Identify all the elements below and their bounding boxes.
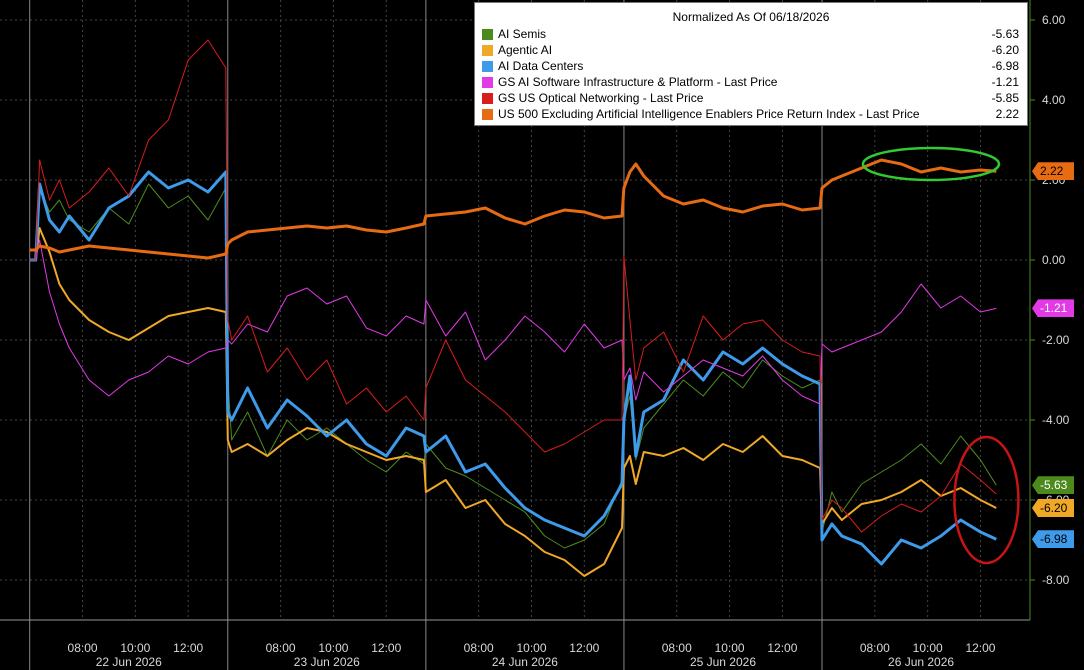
x-tick-label: 12:00: [767, 641, 797, 655]
y-tick-label: 6.00: [1042, 13, 1066, 27]
legend-swatch: [482, 61, 493, 72]
legend-label: GS US Optical Networking - Last Price: [498, 91, 704, 105]
last-value-badge: -1.21: [1032, 299, 1074, 318]
legend-label: GS AI Software Infrastructure & Platform…: [498, 75, 778, 89]
highlight-ellipse-green: [861, 146, 1001, 182]
series-line: [29, 158, 997, 260]
legend-title: Normalized As Of 06/18/2026: [672, 10, 830, 24]
y-tick-label: -8.00: [1042, 573, 1070, 587]
last-value-badge: -6.98: [1032, 530, 1074, 549]
x-tick-label: 08:00: [266, 641, 296, 655]
x-tick-label: 12:00: [173, 641, 203, 655]
x-tick-label: 12:00: [965, 641, 995, 655]
legend-swatch: [482, 29, 493, 40]
x-tick-label: 08:00: [662, 641, 692, 655]
legend-item: AI Data Centers -6.98: [475, 58, 1027, 74]
highlight-ellipse-red: [953, 435, 1020, 565]
legend-swatch: [482, 93, 493, 104]
x-tick-label: 10:00: [715, 641, 745, 655]
legend-swatch: [482, 77, 493, 88]
series-line: [29, 170, 997, 566]
legend-item: GS US Optical Networking - Last Price -5.…: [475, 90, 1027, 106]
legend-label: US 500 Excluding Artificial Intelligence…: [498, 107, 920, 121]
last-value-badge: -6.20: [1032, 499, 1074, 517]
x-tick-label: 10:00: [913, 641, 943, 655]
y-tick-label: 4.00: [1042, 93, 1066, 107]
x-tick-label: 10:00: [318, 641, 348, 655]
day-label: 23 Jun 2026: [294, 655, 360, 669]
series-line: [29, 227, 997, 577]
legend-item: AI Semis -5.63: [475, 26, 1027, 42]
legend-item: GS AI Software Infrastructure & Platform…: [475, 74, 1027, 90]
legend-label: AI Semis: [498, 27, 547, 41]
legend-value: -6.98: [991, 59, 1019, 73]
series-line: [29, 39, 997, 533]
chart-legend: Normalized As Of 06/18/2026 AI Semis -5.6…: [474, 2, 1028, 126]
last-value-badge: 2.22: [1032, 162, 1074, 181]
legend-value: -6.20: [991, 43, 1019, 57]
legend-item: Agentic AI -6.20: [475, 42, 1027, 58]
legend-swatch: [482, 45, 493, 56]
y-tick-label: 0.00: [1042, 253, 1066, 267]
x-tick-label: 12:00: [371, 641, 401, 655]
legend-value: -1.21: [991, 75, 1019, 89]
y-tick-label: -4.00: [1042, 413, 1070, 427]
x-tick-label: 08:00: [68, 641, 98, 655]
day-label: 26 Jun 2026: [888, 655, 954, 669]
day-label: 22 Jun 2026: [96, 655, 162, 669]
legend-value: -5.63: [991, 27, 1019, 41]
legend-item: US 500 Excluding Artificial Intelligence…: [475, 106, 1027, 122]
day-label: 24 Jun 2026: [492, 655, 558, 669]
legend-label: Agentic AI: [498, 43, 553, 57]
x-tick-label: 10:00: [516, 641, 546, 655]
legend-value: -5.85: [991, 91, 1019, 105]
x-tick-label: 10:00: [120, 641, 150, 655]
legend-label: AI Data Centers: [498, 59, 584, 73]
day-label: 25 Jun 2026: [690, 655, 756, 669]
last-value-badge: -5.63: [1032, 476, 1074, 495]
series-line: [29, 183, 997, 549]
y-tick-label: -2.00: [1042, 333, 1070, 347]
x-tick-label: 08:00: [860, 641, 890, 655]
series-line: [29, 239, 997, 405]
x-tick-label: 12:00: [569, 641, 599, 655]
legend-swatch: [482, 109, 493, 120]
legend-value: 2.22: [995, 107, 1019, 121]
x-tick-label: 08:00: [464, 641, 494, 655]
